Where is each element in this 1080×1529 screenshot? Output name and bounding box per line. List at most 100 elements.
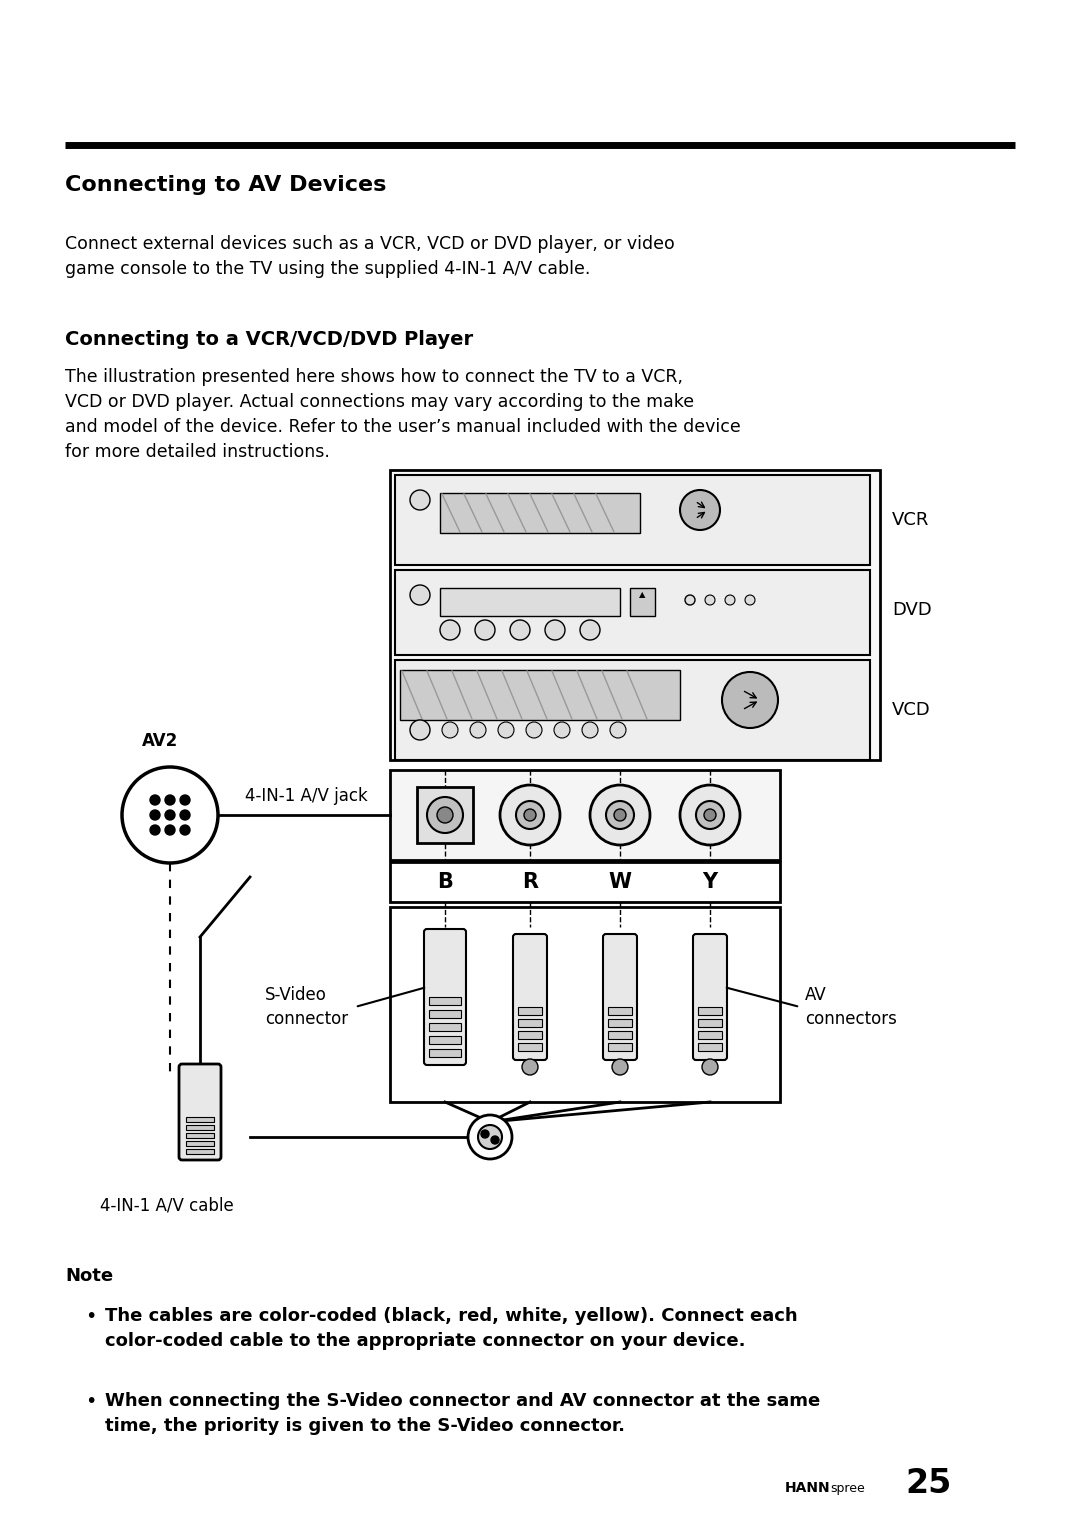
Bar (698, 1018, 723, 1027)
Circle shape (475, 619, 495, 641)
Bar (395, 476, 870, 566)
Bar (440, 589, 620, 616)
Text: DVD: DVD (892, 601, 932, 619)
Bar (390, 469, 880, 760)
Circle shape (516, 801, 544, 829)
Bar (390, 771, 780, 859)
Circle shape (612, 1060, 627, 1075)
FancyBboxPatch shape (424, 930, 465, 1066)
Bar (608, 1018, 632, 1027)
Text: B: B (437, 872, 453, 891)
Bar (608, 1043, 632, 1050)
Circle shape (522, 1060, 538, 1075)
FancyBboxPatch shape (693, 934, 727, 1060)
Circle shape (150, 795, 160, 804)
Circle shape (510, 619, 530, 641)
Bar (390, 907, 780, 1102)
Circle shape (705, 595, 715, 605)
Circle shape (725, 595, 735, 605)
Text: 4-IN-1 A/V jack: 4-IN-1 A/V jack (245, 787, 368, 804)
Text: S-Video
connector: S-Video connector (265, 986, 348, 1029)
Text: When connecting the S-Video connector and AV connector at the same
time, the pri: When connecting the S-Video connector an… (105, 1391, 820, 1436)
Bar (440, 492, 640, 534)
FancyBboxPatch shape (179, 1064, 221, 1161)
Bar (186, 1125, 214, 1130)
Text: Connecting to a VCR/VCD/DVD Player: Connecting to a VCR/VCD/DVD Player (65, 330, 473, 349)
Text: Connecting to AV Devices: Connecting to AV Devices (65, 174, 387, 196)
Bar (518, 1031, 542, 1040)
Circle shape (554, 722, 570, 739)
Circle shape (545, 619, 565, 641)
Text: HANN: HANN (784, 1482, 831, 1495)
Bar (186, 1133, 214, 1138)
Bar (429, 1023, 461, 1031)
Circle shape (442, 722, 458, 739)
Text: AV
connectors: AV connectors (805, 986, 896, 1029)
Circle shape (481, 1130, 489, 1138)
Text: VCR: VCR (892, 511, 930, 529)
Bar (429, 1011, 461, 1018)
Bar (400, 670, 680, 720)
Circle shape (615, 809, 626, 821)
Bar (186, 1118, 214, 1122)
Circle shape (680, 784, 740, 846)
Circle shape (696, 801, 724, 829)
Text: ▲: ▲ (638, 590, 645, 599)
Text: Y: Y (702, 872, 717, 891)
Bar (429, 997, 461, 1005)
Circle shape (165, 826, 175, 835)
Circle shape (500, 784, 561, 846)
Circle shape (150, 810, 160, 820)
Bar (395, 570, 870, 654)
Circle shape (165, 810, 175, 820)
Text: AV2: AV2 (141, 732, 178, 751)
Circle shape (704, 809, 716, 821)
Circle shape (410, 720, 430, 740)
Circle shape (180, 826, 190, 835)
Text: •: • (85, 1307, 96, 1326)
Text: VCD: VCD (892, 700, 931, 719)
Circle shape (427, 797, 463, 833)
Circle shape (582, 722, 598, 739)
Bar (608, 1008, 632, 1015)
Circle shape (580, 619, 600, 641)
Bar (417, 787, 473, 842)
Circle shape (610, 722, 626, 739)
Circle shape (165, 795, 175, 804)
Circle shape (470, 722, 486, 739)
Text: 25: 25 (905, 1466, 951, 1500)
Circle shape (437, 807, 453, 823)
Circle shape (180, 810, 190, 820)
Circle shape (410, 586, 430, 605)
Bar (518, 1043, 542, 1050)
Bar (518, 1008, 542, 1015)
Circle shape (723, 673, 778, 728)
Circle shape (590, 784, 650, 846)
Text: The cables are color-coded (black, red, white, yellow). Connect each
color-coded: The cables are color-coded (black, red, … (105, 1307, 798, 1350)
Bar (186, 1148, 214, 1154)
Bar (518, 1018, 542, 1027)
Bar (630, 589, 654, 616)
Circle shape (685, 595, 696, 605)
Circle shape (526, 722, 542, 739)
Circle shape (680, 489, 720, 531)
Bar (429, 1049, 461, 1057)
Bar (186, 1141, 214, 1147)
Circle shape (491, 1136, 499, 1144)
Bar (698, 1031, 723, 1040)
Text: spree: spree (831, 1482, 865, 1495)
Circle shape (122, 768, 218, 862)
Text: 4-IN-1 A/V cable: 4-IN-1 A/V cable (100, 1197, 233, 1216)
Bar (698, 1043, 723, 1050)
Circle shape (524, 809, 536, 821)
Bar (395, 661, 870, 760)
Circle shape (180, 795, 190, 804)
Circle shape (498, 722, 514, 739)
Bar (390, 862, 780, 902)
Text: Note: Note (65, 1268, 113, 1284)
Circle shape (606, 801, 634, 829)
Text: W: W (608, 872, 632, 891)
Circle shape (745, 595, 755, 605)
Circle shape (440, 619, 460, 641)
FancyBboxPatch shape (513, 934, 546, 1060)
